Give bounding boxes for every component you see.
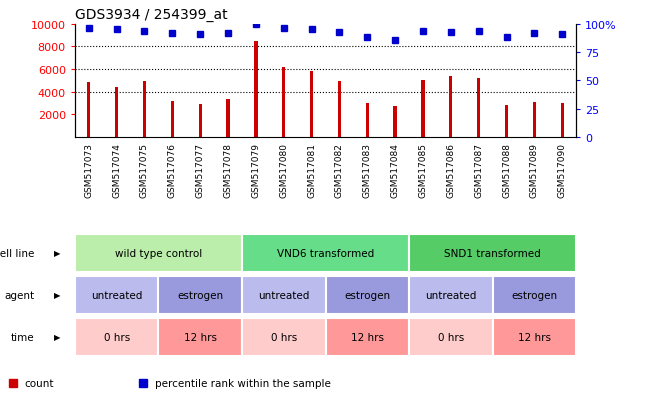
Bar [158,318,242,356]
Text: estrogen: estrogen [177,290,223,300]
Bar [310,71,313,138]
Text: ▶: ▶ [54,291,61,300]
Text: untreated: untreated [91,290,143,300]
Bar [75,318,158,356]
Bar [158,276,242,314]
Text: GSM517078: GSM517078 [223,142,232,197]
Text: GSM517075: GSM517075 [140,142,149,197]
Bar [533,103,536,138]
Text: GSM517087: GSM517087 [474,142,483,197]
Bar [393,107,397,138]
Text: GSM517080: GSM517080 [279,142,288,197]
Text: ▶: ▶ [54,333,61,342]
Bar [477,78,480,138]
Text: GSM517088: GSM517088 [502,142,511,197]
Text: 12 hrs: 12 hrs [184,332,217,342]
Text: GSM517084: GSM517084 [391,142,400,197]
Text: wild type control: wild type control [115,248,202,259]
Text: GSM517077: GSM517077 [196,142,204,197]
Bar [242,318,326,356]
Bar [366,104,369,138]
Bar [326,318,409,356]
Text: GSM517089: GSM517089 [530,142,539,197]
Text: GSM517086: GSM517086 [447,142,455,197]
Bar [493,318,576,356]
Bar [199,105,202,138]
Text: untreated: untreated [258,290,309,300]
Text: agent: agent [5,290,35,300]
Text: VND6 transformed: VND6 transformed [277,248,374,259]
Text: time: time [11,332,35,342]
Bar [409,276,493,314]
Text: count: count [25,378,54,388]
Bar [75,235,242,272]
Text: GSM517085: GSM517085 [419,142,428,197]
Bar [242,276,326,314]
Text: GSM517081: GSM517081 [307,142,316,197]
Text: GSM517082: GSM517082 [335,142,344,197]
Text: GSM517076: GSM517076 [168,142,177,197]
Bar [449,77,452,138]
Text: SND1 transformed: SND1 transformed [444,248,541,259]
Bar [493,276,576,314]
Bar [115,88,118,138]
Text: 0 hrs: 0 hrs [437,332,464,342]
Bar [326,276,409,314]
Bar [421,81,424,138]
Text: GSM517073: GSM517073 [84,142,93,197]
Text: 12 hrs: 12 hrs [351,332,384,342]
Bar [87,82,90,138]
Bar [75,276,158,314]
Text: GSM517083: GSM517083 [363,142,372,197]
Text: cell line: cell line [0,248,35,259]
Text: untreated: untreated [425,290,477,300]
Text: GSM517090: GSM517090 [558,142,567,197]
Text: 0 hrs: 0 hrs [271,332,297,342]
Text: estrogen: estrogen [344,290,391,300]
Bar [254,42,258,138]
Bar [282,68,285,138]
Text: percentile rank within the sample: percentile rank within the sample [155,378,331,388]
Text: GSM517074: GSM517074 [112,142,121,197]
Bar [143,82,146,138]
Bar [505,105,508,138]
Bar [338,82,341,138]
Text: 0 hrs: 0 hrs [104,332,130,342]
Text: GSM517079: GSM517079 [251,142,260,197]
Text: 12 hrs: 12 hrs [518,332,551,342]
Text: GDS3934 / 254399_at: GDS3934 / 254399_at [75,8,227,22]
Text: estrogen: estrogen [511,290,557,300]
Bar [242,235,409,272]
Bar [409,235,576,272]
Bar [409,318,493,356]
Text: ▶: ▶ [54,249,61,258]
Bar [561,104,564,138]
Bar [227,100,230,138]
Bar [171,102,174,138]
